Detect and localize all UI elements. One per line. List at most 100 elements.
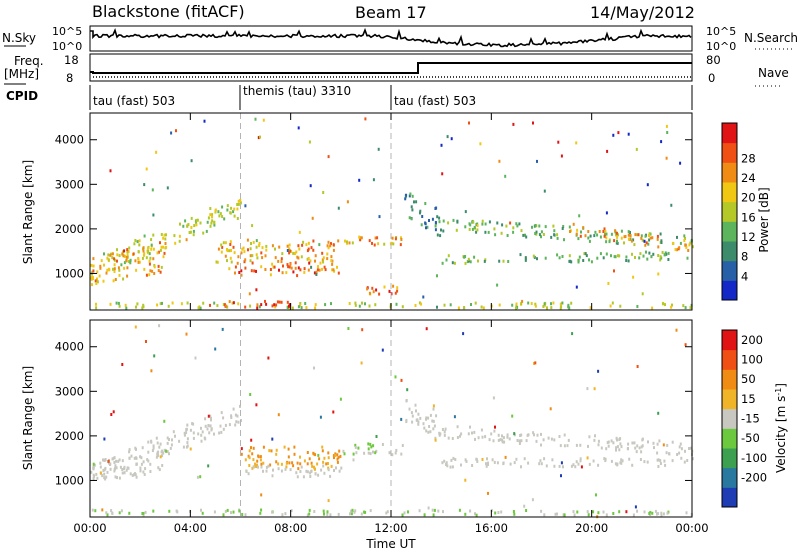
echo-cell [260, 303, 263, 307]
echo-cell [262, 118, 265, 122]
echo-cell [348, 241, 351, 245]
echo-cell [310, 265, 313, 269]
echo-cell [225, 304, 228, 308]
echo-cell [479, 142, 482, 146]
echo-cell [593, 234, 596, 238]
echo-cell [404, 197, 407, 201]
echo-cell [600, 446, 603, 450]
echo-cell [368, 304, 371, 308]
echo-cell [183, 431, 186, 435]
echo-cell [452, 218, 455, 222]
echo-cell [321, 267, 323, 271]
echo-cell [535, 439, 538, 443]
echo-cell [271, 304, 274, 308]
echo-cell [366, 287, 369, 291]
echo-cell [411, 208, 414, 212]
echo-cell [636, 444, 639, 448]
echo-cell [666, 131, 669, 134]
echo-cell [676, 248, 679, 252]
echo-cell [317, 473, 320, 477]
echo-cell [240, 447, 243, 451]
echo-cell [306, 470, 309, 474]
echo-cell [147, 459, 150, 463]
echo-cell [607, 440, 610, 444]
echo-cell [499, 438, 502, 442]
echo-cell [113, 461, 116, 464]
echo-cell [593, 438, 596, 442]
echo-cell [115, 301, 118, 305]
echo-cell [605, 240, 608, 244]
echo-cell [273, 303, 276, 307]
echo-cell [468, 227, 471, 231]
echo-cell [332, 454, 335, 458]
echo-cell [611, 301, 614, 305]
echo-cell [314, 472, 317, 476]
echo-cell [213, 223, 216, 227]
echo-cell [160, 245, 163, 249]
echo-cell [570, 464, 573, 468]
echo-cell [182, 224, 185, 228]
echo-cell [129, 472, 132, 476]
echo-cell [656, 237, 659, 241]
echo-cell [300, 255, 303, 259]
echo-cell [470, 303, 472, 306]
echo-cell [598, 230, 601, 233]
echo-cell [297, 256, 300, 260]
echo-cell [322, 509, 325, 513]
echo-cell [615, 446, 618, 450]
echo-cell [547, 436, 550, 440]
y-tick-label: 4000 [55, 340, 84, 354]
echo-cell [496, 461, 499, 465]
echo-cell [192, 431, 195, 435]
echo-cell [559, 306, 562, 310]
echo-cell [515, 306, 517, 310]
echo-cell [375, 435, 378, 438]
echo-cell [339, 397, 342, 401]
colorbar-swatch [722, 280, 737, 301]
echo-cell [286, 263, 289, 267]
echo-cell [632, 238, 635, 242]
echo-cell [643, 239, 646, 243]
echo-cell [164, 237, 167, 241]
echo-cell [487, 491, 489, 495]
echo-cell [351, 508, 354, 512]
echo-cell [647, 440, 649, 444]
echo-cell [95, 282, 98, 285]
echo-cell [572, 463, 575, 467]
echo-cell [297, 467, 300, 471]
echo-cell [445, 258, 448, 262]
echo-cell [388, 289, 391, 293]
echo-cell [209, 213, 212, 217]
echo-cell [449, 465, 452, 469]
echo-cell [143, 473, 146, 476]
echo-cell [567, 303, 570, 307]
echo-cell [134, 259, 137, 263]
echo-cell [576, 510, 579, 514]
echo-cell [327, 466, 330, 470]
echo-cell [350, 509, 353, 513]
echo-cell [305, 469, 308, 473]
echo-cell [308, 508, 311, 512]
echo-cell [118, 268, 121, 272]
echo-cell [484, 435, 487, 439]
echo-cell [372, 444, 375, 448]
echo-cell [490, 432, 493, 436]
echo-cell [467, 432, 470, 436]
echo-cell [568, 225, 571, 229]
echo-cell [168, 438, 170, 441]
echo-cell [159, 270, 162, 274]
echo-cell [588, 435, 591, 439]
echo-cell [516, 305, 519, 309]
echo-cell [522, 233, 525, 237]
echo-cell [233, 207, 236, 211]
echo-cell [144, 510, 147, 514]
echo-cell [126, 266, 129, 270]
echo-cell [221, 245, 224, 249]
echo-cell [95, 302, 97, 306]
echo-cell [358, 178, 361, 182]
echo-cell [317, 453, 320, 457]
echo-cell [199, 475, 202, 479]
echo-cell [464, 255, 467, 258]
noise-tick-top-left: 10^5 [52, 25, 82, 38]
echo-cell [161, 449, 164, 453]
